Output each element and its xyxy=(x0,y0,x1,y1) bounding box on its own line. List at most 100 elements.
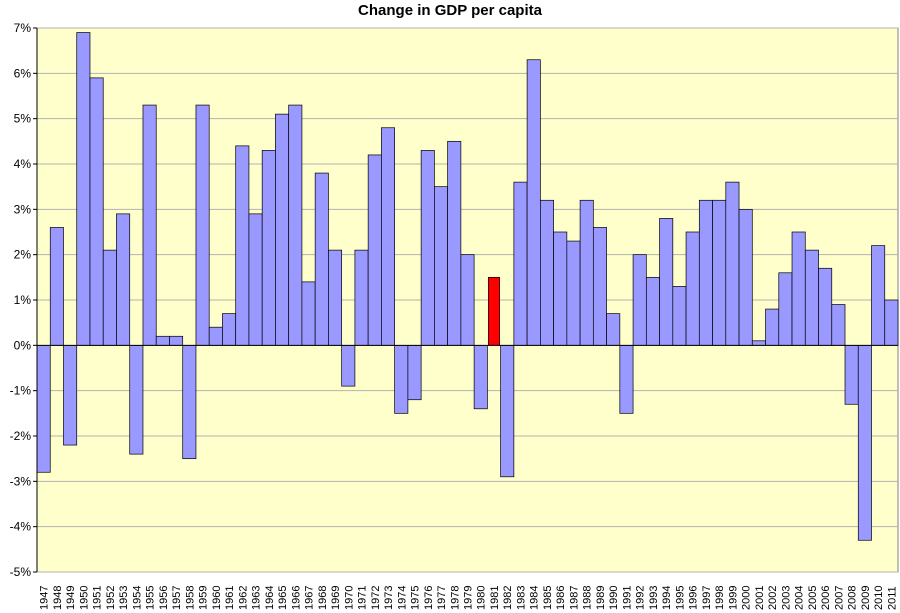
bar-1988 xyxy=(579,199,594,346)
y-tick-label: 2% xyxy=(14,248,32,262)
x-tick-label: 2010 xyxy=(873,586,885,610)
x-tick-label: 1968 xyxy=(317,586,329,610)
bar-1977 xyxy=(434,186,448,346)
x-tick-label: 1998 xyxy=(714,586,726,610)
bar-2004 xyxy=(791,231,806,346)
x-tick-label: 1957 xyxy=(171,586,183,610)
y-tick-label: 7% xyxy=(14,21,32,35)
x-tick-label: 1975 xyxy=(410,586,422,610)
x-tick-label: 2009 xyxy=(860,586,872,610)
bar-1986 xyxy=(553,231,568,346)
x-tick-label: 1974 xyxy=(396,586,408,610)
x-tick-label: 1976 xyxy=(423,586,435,610)
x-tick-label: 2003 xyxy=(780,586,792,610)
y-tick-label: 0% xyxy=(14,338,32,352)
bar-1969 xyxy=(328,249,343,346)
y-tick-label: 1% xyxy=(14,293,32,307)
bar-1966 xyxy=(288,104,303,346)
bar-1996 xyxy=(685,231,700,346)
bar-1981 xyxy=(488,276,500,346)
bar-1963 xyxy=(248,213,263,346)
bar-1972 xyxy=(367,154,382,346)
x-tick-label: 2008 xyxy=(847,586,859,610)
bar-1984 xyxy=(526,59,541,346)
bar-1990 xyxy=(606,313,621,346)
x-tick-label: 1977 xyxy=(436,586,448,610)
bar-1965 xyxy=(275,113,290,346)
bar-1985 xyxy=(540,199,554,346)
bar-1975 xyxy=(407,344,422,401)
x-tick-label: 2004 xyxy=(794,586,806,610)
bar-1973 xyxy=(381,127,395,346)
x-tick-label: 1990 xyxy=(608,586,620,610)
x-tick-label: 1965 xyxy=(277,586,289,610)
bar-1948 xyxy=(49,227,64,346)
y-tick-label: -2% xyxy=(10,429,32,443)
bar-1968 xyxy=(314,172,329,346)
bar-1998 xyxy=(712,199,727,346)
bar-1952 xyxy=(102,249,117,346)
bar-1950 xyxy=(76,32,91,346)
bar-1987 xyxy=(566,240,581,346)
x-tick-label: 1989 xyxy=(595,586,607,610)
bar-1997 xyxy=(698,199,713,346)
x-tick-label: 1949 xyxy=(65,586,77,610)
x-tick-label: 1987 xyxy=(568,586,580,610)
bar-1967 xyxy=(301,281,316,346)
x-tick-label: 1962 xyxy=(237,586,249,610)
x-tick-label: 1952 xyxy=(105,586,117,610)
x-tick-label: 1973 xyxy=(383,586,395,610)
bar-1994 xyxy=(659,218,674,346)
x-tick-label: 1950 xyxy=(78,586,90,610)
bar-1993 xyxy=(645,276,660,346)
y-tick-label: 3% xyxy=(14,202,32,216)
bar-1947 xyxy=(36,344,51,473)
x-tick-label: 1982 xyxy=(502,586,514,610)
bar-2005 xyxy=(804,249,819,346)
x-tick-label: 1992 xyxy=(635,586,647,610)
bar-2009 xyxy=(857,344,872,541)
bar-1982 xyxy=(500,344,515,478)
x-tick-label: 1984 xyxy=(529,586,541,610)
x-tick-label: 1995 xyxy=(674,586,686,610)
x-tick-label: 2007 xyxy=(833,586,845,610)
x-tick-label: 2001 xyxy=(754,586,766,610)
x-tick-label: 1951 xyxy=(92,586,104,610)
y-tick-label: 6% xyxy=(14,66,32,80)
x-tick-label: 1991 xyxy=(621,586,633,610)
bar-1949 xyxy=(63,344,78,446)
bar-1979 xyxy=(460,254,475,346)
x-tick-label: 1958 xyxy=(184,586,196,610)
x-tick-label: 1964 xyxy=(264,586,276,610)
bar-1983 xyxy=(513,181,528,346)
x-tick-label: 1996 xyxy=(688,586,700,610)
x-tick-label: 1979 xyxy=(463,586,475,610)
bar-1974 xyxy=(394,344,409,414)
x-tick-label: 1955 xyxy=(145,586,157,610)
x-tick-label: 1956 xyxy=(158,586,170,610)
bar-1954 xyxy=(129,344,144,455)
x-tick-label: 1985 xyxy=(542,586,554,610)
bar-1957 xyxy=(169,335,184,346)
bar-1958 xyxy=(182,344,197,460)
x-tick-label: 1983 xyxy=(515,586,527,610)
bar-2003 xyxy=(778,272,793,346)
x-tick-label: 1994 xyxy=(661,586,673,610)
y-tick-label: 4% xyxy=(14,157,32,171)
chart-title: Change in GDP per capita xyxy=(358,2,542,19)
x-tick-label: 1978 xyxy=(449,586,461,610)
x-tick-label: 1986 xyxy=(555,586,567,610)
x-tick-label: 2000 xyxy=(741,586,753,610)
x-tick-label: 1972 xyxy=(370,586,382,610)
bar-1970 xyxy=(341,344,356,387)
bar-1955 xyxy=(142,104,157,346)
y-axis-ticks: 7% 6% 5% 4% 3% 2% 1% 0% -1% -2% -3% -4% -5% xyxy=(10,21,37,579)
bar-1959 xyxy=(195,104,210,346)
x-tick-label: 1954 xyxy=(131,586,143,610)
bar-1991 xyxy=(619,344,634,414)
bar-2006 xyxy=(818,267,833,346)
x-tick-label: 1970 xyxy=(343,586,355,610)
x-tick-label: 1981 xyxy=(489,586,501,610)
bar-2000 xyxy=(738,208,753,346)
x-tick-label: 1966 xyxy=(290,586,302,610)
